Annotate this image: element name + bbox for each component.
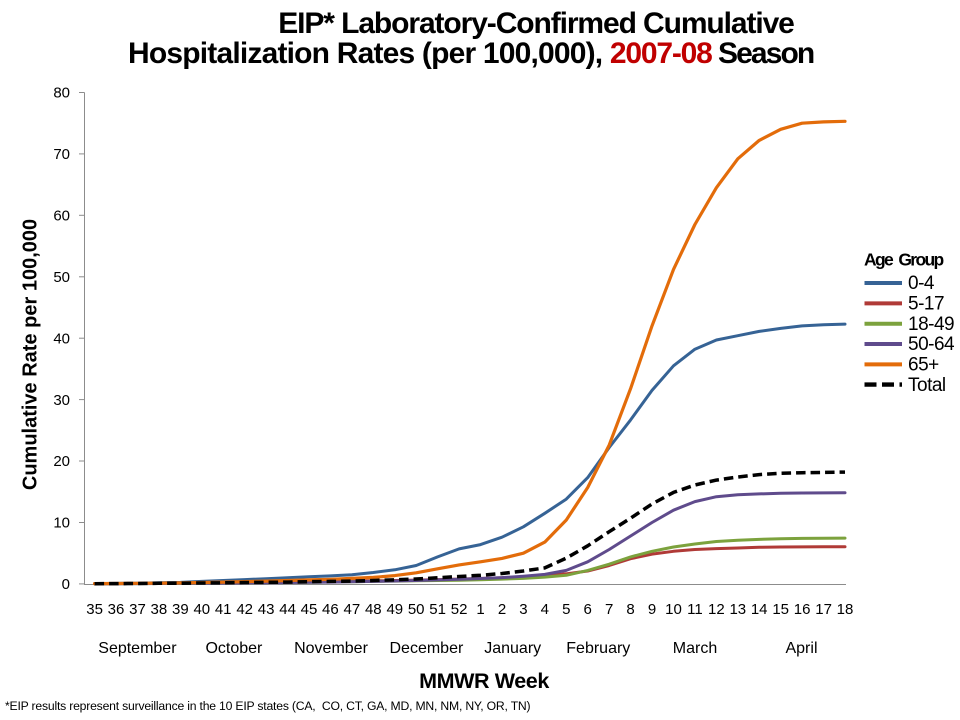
svg-text:10: 10 <box>665 601 682 618</box>
svg-text:Age Group: Age Group <box>864 250 944 270</box>
svg-text:20: 20 <box>53 453 70 470</box>
svg-text:0-4: 0-4 <box>908 273 935 294</box>
svg-text:40: 40 <box>53 330 70 347</box>
svg-text:36: 36 <box>108 601 125 618</box>
svg-text:60: 60 <box>53 208 70 225</box>
svg-text:51: 51 <box>429 601 446 618</box>
svg-text:March: March <box>673 640 717 657</box>
svg-text:December: December <box>389 640 463 657</box>
svg-text:49: 49 <box>386 601 403 618</box>
svg-text:November: November <box>294 640 368 657</box>
svg-text:September: September <box>98 640 177 657</box>
svg-text:46: 46 <box>322 601 339 618</box>
svg-text:35: 35 <box>86 601 103 618</box>
svg-text:3: 3 <box>519 601 527 618</box>
svg-text:13: 13 <box>729 601 746 618</box>
svg-text:1: 1 <box>476 601 484 618</box>
svg-text:18: 18 <box>837 601 854 618</box>
svg-text:6: 6 <box>584 601 592 618</box>
svg-text:15: 15 <box>772 601 789 618</box>
svg-text:April: April <box>785 640 817 657</box>
svg-text:42: 42 <box>236 601 253 618</box>
svg-text:70: 70 <box>53 146 70 163</box>
svg-text:16: 16 <box>794 601 811 618</box>
svg-text:7: 7 <box>605 601 613 618</box>
svg-text:MMWR Week: MMWR Week <box>419 669 549 693</box>
svg-text:48: 48 <box>365 601 382 618</box>
svg-text:80: 80 <box>53 85 70 102</box>
svg-text:50: 50 <box>53 269 70 286</box>
svg-text:9: 9 <box>648 601 656 618</box>
svg-text:October: October <box>205 640 263 657</box>
svg-text:39: 39 <box>172 601 189 618</box>
svg-text:4: 4 <box>541 601 549 618</box>
svg-text:41: 41 <box>215 601 232 618</box>
svg-text:50: 50 <box>408 601 425 618</box>
svg-text:January: January <box>484 640 541 657</box>
svg-text:11: 11 <box>687 601 703 618</box>
svg-text:February: February <box>566 640 630 657</box>
svg-text:50-64: 50-64 <box>908 334 955 355</box>
svg-text:12: 12 <box>708 601 725 618</box>
svg-text:47: 47 <box>344 601 361 618</box>
svg-text:0: 0 <box>62 576 70 593</box>
svg-text:8: 8 <box>626 601 634 618</box>
svg-text:Cumulative Rate per 100,000: Cumulative Rate per 100,000 <box>20 219 42 490</box>
svg-text:40: 40 <box>193 601 210 618</box>
svg-text:65+: 65+ <box>908 355 939 376</box>
svg-text:38: 38 <box>151 601 168 618</box>
svg-text:37: 37 <box>129 601 146 618</box>
svg-text:45: 45 <box>301 601 318 618</box>
svg-text:2: 2 <box>498 601 506 618</box>
svg-text:44: 44 <box>279 601 296 618</box>
svg-text:52: 52 <box>451 601 468 618</box>
svg-text:10: 10 <box>53 515 70 532</box>
svg-text:14: 14 <box>751 601 768 618</box>
svg-text:17: 17 <box>815 601 832 618</box>
svg-text:43: 43 <box>258 601 275 618</box>
svg-text:5-17: 5-17 <box>908 294 944 315</box>
svg-text:Total: Total <box>908 375 946 396</box>
svg-text:5: 5 <box>562 601 570 618</box>
svg-text:18-49: 18-49 <box>908 314 954 335</box>
svg-text:30: 30 <box>53 392 70 409</box>
